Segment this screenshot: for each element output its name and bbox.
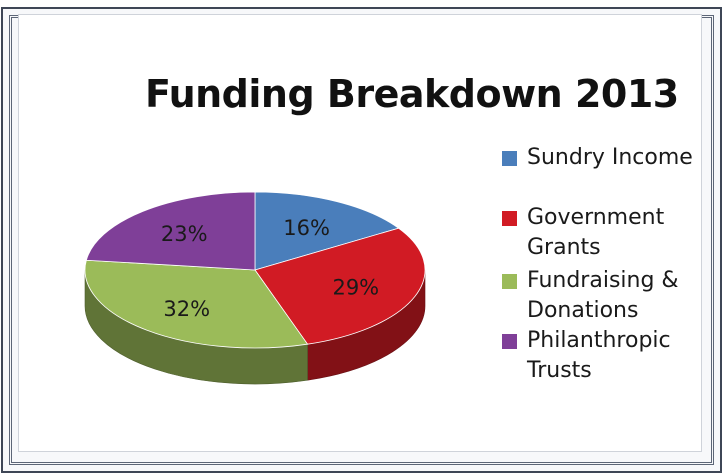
pie-value-label: 32% <box>163 297 210 321</box>
chart-title: Funding Breakdown 2013 <box>145 72 679 116</box>
legend-item: Government Grants <box>500 203 705 266</box>
pie-value-label: 29% <box>332 276 379 300</box>
pie-slice <box>254 227 426 345</box>
legend-swatch <box>502 334 517 349</box>
legend-label: Sundry Income <box>527 145 693 170</box>
pie-slice <box>84 259 309 349</box>
legend-swatch <box>502 274 517 289</box>
chart-legend: Sundry Income Government Grants Fundrais… <box>500 143 705 386</box>
pie-value-label: 23% <box>161 222 208 246</box>
pie-value-label: 16% <box>283 216 330 240</box>
pie-slice <box>85 191 256 271</box>
legend-swatch <box>502 211 517 226</box>
legend-item: Philanthropic Trusts <box>500 326 705 386</box>
legend-label: Philanthropic Trusts <box>527 328 671 383</box>
legend-swatch <box>502 151 517 166</box>
legend-label: Fundraising & Donations <box>527 268 679 323</box>
legend-item: Fundraising & Donations <box>500 266 705 326</box>
legend-label: Government Grants <box>527 205 665 260</box>
pie-slice <box>254 191 400 271</box>
legend-item: Sundry Income <box>500 143 705 203</box>
